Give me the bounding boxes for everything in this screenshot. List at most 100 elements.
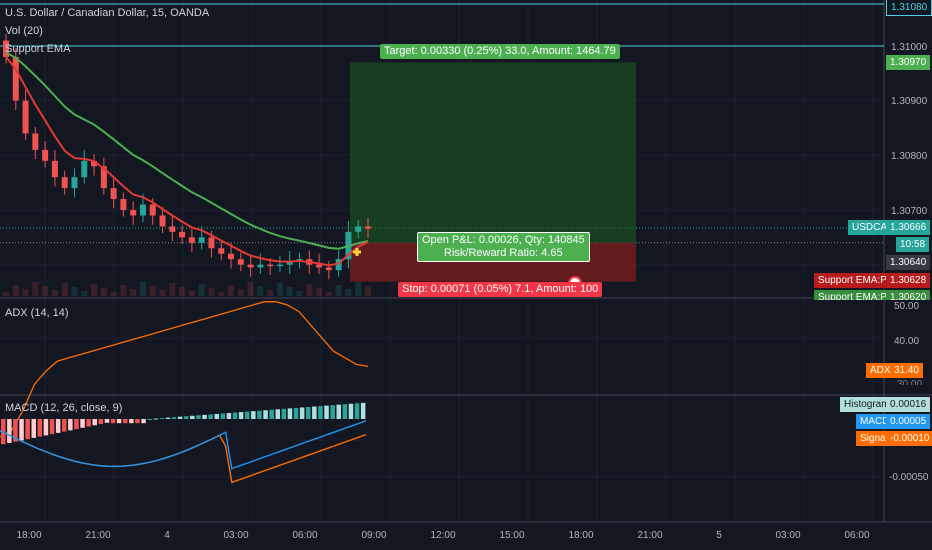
volume-bar: [12, 285, 19, 296]
price-tick-label: 1.31000: [891, 42, 928, 53]
macd-histogram-bar: [13, 419, 18, 442]
volume-bar: [169, 283, 176, 296]
countdown-tag: 10:58: [896, 237, 930, 252]
adx-tick-label: 50.00: [894, 301, 919, 312]
symbol-title[interactable]: U.S. Dollar / Canadian Dollar, 15, OANDA: [5, 7, 210, 19]
candle-body: [257, 264, 264, 268]
macd-histogram-bar: [208, 414, 213, 419]
volume-bar: [91, 284, 98, 296]
macd-histogram-bar: [269, 409, 274, 419]
time-tick-label: 21:00: [637, 530, 662, 541]
candle-body: [208, 237, 215, 249]
ema-plot2-value: 1.30620: [886, 290, 931, 300]
macd-histogram-bar: [177, 416, 183, 419]
time-tick-label: 18:00: [16, 530, 41, 541]
volume-bar: [208, 288, 215, 296]
macd-histogram-bar: [98, 419, 104, 425]
ema-slow-line: [5, 51, 369, 250]
macd-histogram-bar: [330, 405, 335, 419]
macd-histogram-bar: [293, 407, 299, 419]
candle-body: [169, 226, 176, 232]
ema-plot-value: 1.30628: [886, 273, 931, 288]
macd-histogram-bar: [1, 419, 6, 445]
volume-bar: [276, 283, 283, 296]
candle-body: [355, 226, 362, 232]
macd-histogram-bar: [214, 413, 219, 419]
macd-histogram-bar: [80, 419, 85, 428]
pnl-line1: Open P&L: 0.00026, Qty: 140845: [422, 234, 585, 246]
macd-histogram-bar: [220, 413, 226, 419]
macd-histogram-bar: [74, 419, 79, 430]
volume-bar: [355, 282, 362, 296]
macd-histogram-bar: [129, 419, 134, 424]
candle-body: [335, 259, 342, 271]
macd-histogram-bar: [299, 407, 305, 419]
vol-legend[interactable]: Vol (20): [5, 25, 43, 37]
candle-body: [139, 204, 146, 216]
volume-bar: [286, 287, 293, 296]
volume-bar: [257, 286, 264, 296]
time-tick-label: 03:00: [775, 530, 800, 541]
macd-histogram-bar: [49, 419, 55, 435]
candle-body: [325, 267, 332, 271]
volume-bar: [61, 283, 68, 296]
candle-body: [247, 264, 254, 268]
volume-bar: [188, 291, 195, 296]
time-tick-label: 12:00: [430, 530, 455, 541]
candle-body: [120, 199, 127, 210]
macd-histogram-bar: [141, 419, 146, 424]
candle-body: [100, 166, 107, 189]
volume-bar: [130, 289, 137, 296]
stop-label[interactable]: Stop: 0.00071 (0.05%) 7.1, Amount: 100: [398, 282, 603, 297]
macd-histogram-bar: [110, 419, 116, 424]
time-tick-label: 06:00: [844, 530, 869, 541]
volume-bar: [365, 286, 371, 296]
candle-body: [81, 160, 88, 178]
target-label[interactable]: Target: 0.00330 (0.25%) 33.0, Amount: 14…: [380, 44, 620, 59]
macd-histogram-bar: [348, 403, 354, 419]
macd-histogram-bar: [62, 419, 67, 432]
target-price-tag: 1.30970: [886, 55, 931, 70]
macd-histogram-bar: [43, 419, 49, 436]
volume-bar: [316, 288, 323, 296]
macd-histogram-bar: [354, 403, 360, 419]
adx-legend[interactable]: ADX (14, 14): [5, 307, 69, 319]
macd-histogram-bar: [104, 419, 110, 423]
entry-price-tag: 1.30640: [886, 255, 931, 270]
macd-histogram-bar: [165, 417, 171, 419]
macd-histogram-bar: [184, 416, 189, 419]
macd-histogram-bar: [245, 411, 250, 419]
macd-histogram-bar: [312, 406, 317, 419]
macd-histogram-bar: [251, 411, 256, 419]
macd-histogram-bar: [190, 415, 195, 419]
volume-bar: [22, 289, 29, 296]
time-tick-label: 06:00: [292, 530, 317, 541]
price-tick-label: 1.30700: [891, 206, 928, 217]
candle-body: [71, 177, 78, 189]
macd-histogram-bar: [19, 419, 24, 441]
pnl-line2: Risk/Reward Ratio: 4.65: [444, 247, 563, 259]
macd-histogram-bar: [116, 419, 122, 424]
volume-bar: [267, 290, 274, 296]
adx-line: [0, 301, 369, 438]
volume-bar: [247, 282, 254, 296]
macd-histogram-bar: [263, 410, 268, 419]
candle-body: [179, 231, 186, 238]
time-tick-label: 15:00: [499, 530, 524, 541]
candle-body: [228, 253, 235, 260]
ema-legend[interactable]: Support EMA: [5, 43, 71, 55]
signal-tag-label: Signal: [856, 431, 892, 446]
macd-histogram-bar: [135, 419, 140, 424]
pnl-box[interactable]: Open P&L: 0.00026, Qty: 140845 Risk/Rewa…: [417, 232, 590, 262]
macd-histogram-bar: [232, 412, 238, 419]
volume-bar: [296, 291, 303, 296]
candle-body: [286, 261, 293, 265]
adx-tag-label: ADX: [866, 363, 895, 378]
macd-histogram-bar: [306, 406, 311, 419]
macd-legend[interactable]: MACD (12, 26, close, 9): [5, 402, 123, 414]
ema-fast-line: [5, 56, 369, 267]
macd-histogram-bar: [55, 419, 61, 433]
time-tick-label: 4: [164, 530, 170, 541]
ema-plot2-tag: Support EMA:Plot: [814, 290, 902, 300]
macd-histogram-bar: [281, 408, 287, 419]
